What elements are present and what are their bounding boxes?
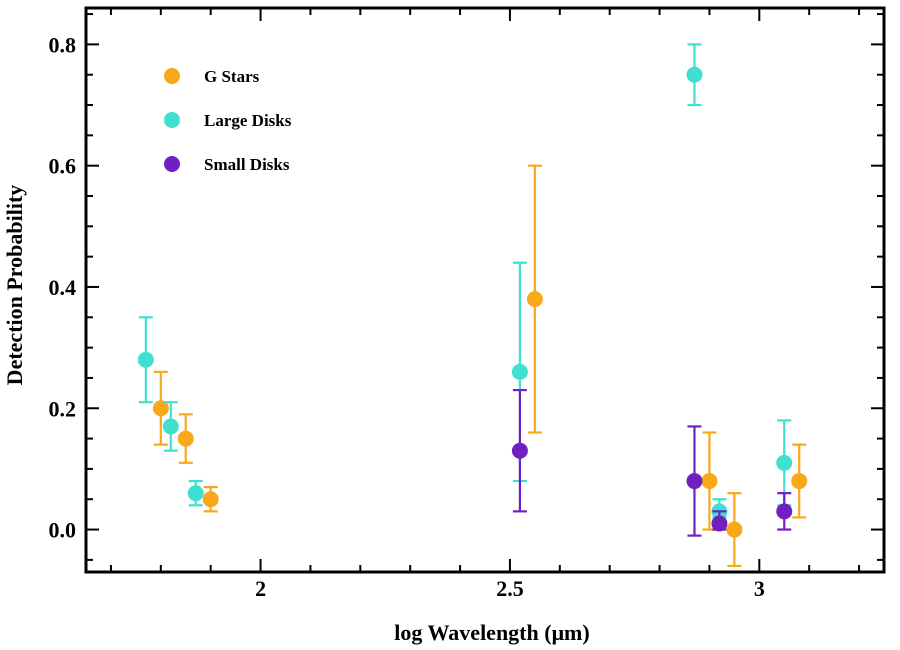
- y-axis: 0.0 0.2 0.4 0.6 0.8: [49, 13, 884, 561]
- y-tick-label: 0.2: [49, 396, 77, 421]
- legend-label: G Stars: [204, 67, 260, 86]
- x-tick-label: 3: [754, 576, 765, 601]
- series-layer: [137, 43, 808, 568]
- legend-label: Small Disks: [204, 155, 290, 174]
- x-axis: 2 2.5 3: [109, 8, 861, 601]
- data-point: [686, 473, 703, 490]
- data-point: [686, 66, 703, 83]
- y-tick-label: 0.0: [49, 518, 77, 543]
- x-tick-label: 2: [255, 576, 266, 601]
- plot-border: [84, 6, 886, 574]
- data-point: [187, 485, 204, 502]
- y-tick-label: 0.8: [49, 32, 77, 57]
- data-point: [726, 521, 743, 538]
- series-small-disks: [511, 388, 793, 537]
- series-large-disks: [137, 43, 793, 520]
- data-point: [162, 418, 179, 435]
- data-point: [526, 291, 543, 308]
- y-tick-label: 0.6: [49, 154, 77, 179]
- x-axis-title: log Wavelength (μm): [394, 620, 589, 645]
- data-point: [776, 503, 793, 520]
- legend: G Stars Large Disks Small Disks: [164, 67, 292, 174]
- y-tick-label: 0.4: [49, 275, 77, 300]
- series-g-stars: [152, 164, 808, 568]
- data-point: [511, 363, 528, 380]
- y-axis-title: Detection Probability: [2, 185, 27, 386]
- data-point: [137, 351, 154, 368]
- data-point: [511, 442, 528, 459]
- data-point: [701, 473, 718, 490]
- plot-frame: [84, 6, 886, 574]
- data-point: [776, 454, 793, 471]
- legend-marker: [164, 156, 180, 172]
- legend-label: Large Disks: [204, 111, 292, 130]
- x-tick-label: 2.5: [496, 576, 524, 601]
- legend-marker: [164, 68, 180, 84]
- data-point: [202, 491, 219, 508]
- data-point: [177, 430, 194, 447]
- data-point: [791, 473, 808, 490]
- data-point: [711, 515, 728, 532]
- legend-marker: [164, 112, 180, 128]
- data-point: [152, 400, 169, 417]
